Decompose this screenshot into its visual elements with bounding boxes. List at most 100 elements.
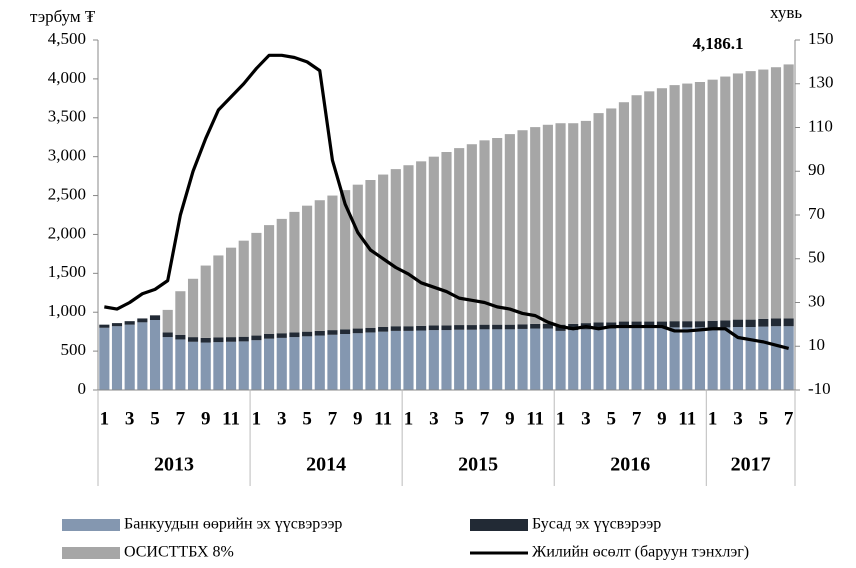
bar: [289, 337, 300, 390]
y2-tick-label: 110: [808, 116, 833, 135]
bar: [466, 144, 477, 326]
bar: [162, 337, 173, 390]
bar: [276, 337, 287, 390]
bar: [504, 324, 515, 330]
bar: [568, 323, 579, 331]
bar: [707, 327, 718, 390]
bar: [416, 325, 427, 331]
y-tick-label: 3,500: [48, 107, 86, 126]
bar: [644, 327, 655, 390]
x-tick-label: 3: [429, 408, 439, 429]
bar: [530, 323, 541, 329]
bar: [264, 338, 275, 390]
bar: [213, 337, 224, 343]
bar: [694, 82, 706, 322]
bar: [466, 325, 477, 330]
bar: [492, 138, 503, 325]
bar: [707, 79, 718, 321]
x-tick-label: 11: [222, 408, 240, 429]
bar: [327, 195, 338, 331]
bar: [593, 322, 604, 329]
bar: [441, 325, 452, 331]
x-tick-label: 5: [606, 408, 616, 429]
bar: [694, 321, 706, 328]
bar: [200, 265, 211, 338]
bar: [694, 327, 706, 390]
bar: [568, 123, 579, 324]
x-tick-label: 3: [733, 408, 743, 429]
bar: [466, 329, 477, 390]
bar: [314, 200, 325, 331]
legend-label: Жилийн өсөлт (баруун тэнхлэг): [532, 544, 749, 561]
bar: [669, 85, 680, 322]
bar: [416, 161, 427, 326]
bar: [238, 240, 249, 337]
x-tick-label: 9: [353, 408, 363, 429]
bar: [732, 73, 744, 320]
bar: [327, 334, 338, 390]
bar: [618, 321, 629, 328]
bar: [289, 211, 300, 333]
bar: [99, 327, 110, 390]
bar: [340, 334, 351, 390]
legend-swatch: [62, 547, 120, 559]
bar: [454, 148, 465, 326]
line: [104, 53, 790, 350]
x-tick-label: 1: [100, 408, 110, 429]
bar: [492, 324, 503, 330]
bar: [302, 336, 313, 390]
bar: [568, 330, 579, 390]
y-tick-label: 0: [78, 379, 87, 398]
bar: [555, 330, 566, 390]
bar: [593, 328, 604, 390]
bar: [251, 232, 262, 336]
bar: [213, 255, 224, 338]
bar: [720, 327, 731, 390]
bar: [314, 335, 325, 390]
bar: [390, 169, 401, 327]
y2-tick-label: 70: [808, 204, 825, 223]
bar: [732, 327, 744, 390]
year-label: 2014: [306, 454, 346, 476]
y-tick-label: 2,000: [48, 223, 86, 242]
y-tick-label: 1,000: [48, 301, 86, 320]
bar: [238, 336, 249, 342]
bar: [682, 321, 693, 328]
bar: [213, 342, 224, 390]
bar: [745, 71, 756, 320]
y-tick-label: 3,000: [48, 146, 86, 165]
bar: [618, 102, 629, 322]
year-label: 2013: [154, 454, 194, 476]
bar: [378, 331, 389, 390]
bar: [403, 165, 414, 327]
bar: [162, 332, 173, 338]
bar: [542, 323, 553, 329]
bar: [580, 120, 591, 324]
bar: [479, 329, 490, 390]
bar: [390, 330, 401, 390]
x-tick-label: 1: [404, 408, 414, 429]
bar: [758, 318, 769, 327]
bar: [352, 184, 363, 329]
bar: [745, 327, 756, 390]
x-tick-label: 7: [632, 408, 642, 429]
bar: [428, 156, 439, 326]
bar: [149, 315, 161, 320]
bar: [378, 174, 389, 327]
y2-tick-label: 130: [808, 73, 834, 92]
bar: [618, 327, 629, 390]
x-tick-label: 5: [302, 408, 312, 429]
bar: [149, 320, 161, 390]
y-tick-label: 2,500: [48, 184, 86, 203]
bar: [352, 328, 363, 334]
bar: [770, 326, 782, 390]
bar: [732, 319, 744, 327]
x-tick-label: 9: [505, 408, 515, 429]
bar: [479, 324, 490, 330]
bar: [669, 321, 680, 328]
x-tick-label: 5: [759, 408, 769, 429]
bar: [111, 326, 123, 390]
y2-tick-label: 10: [808, 335, 825, 354]
bar: [403, 326, 414, 331]
bar: [783, 326, 794, 390]
